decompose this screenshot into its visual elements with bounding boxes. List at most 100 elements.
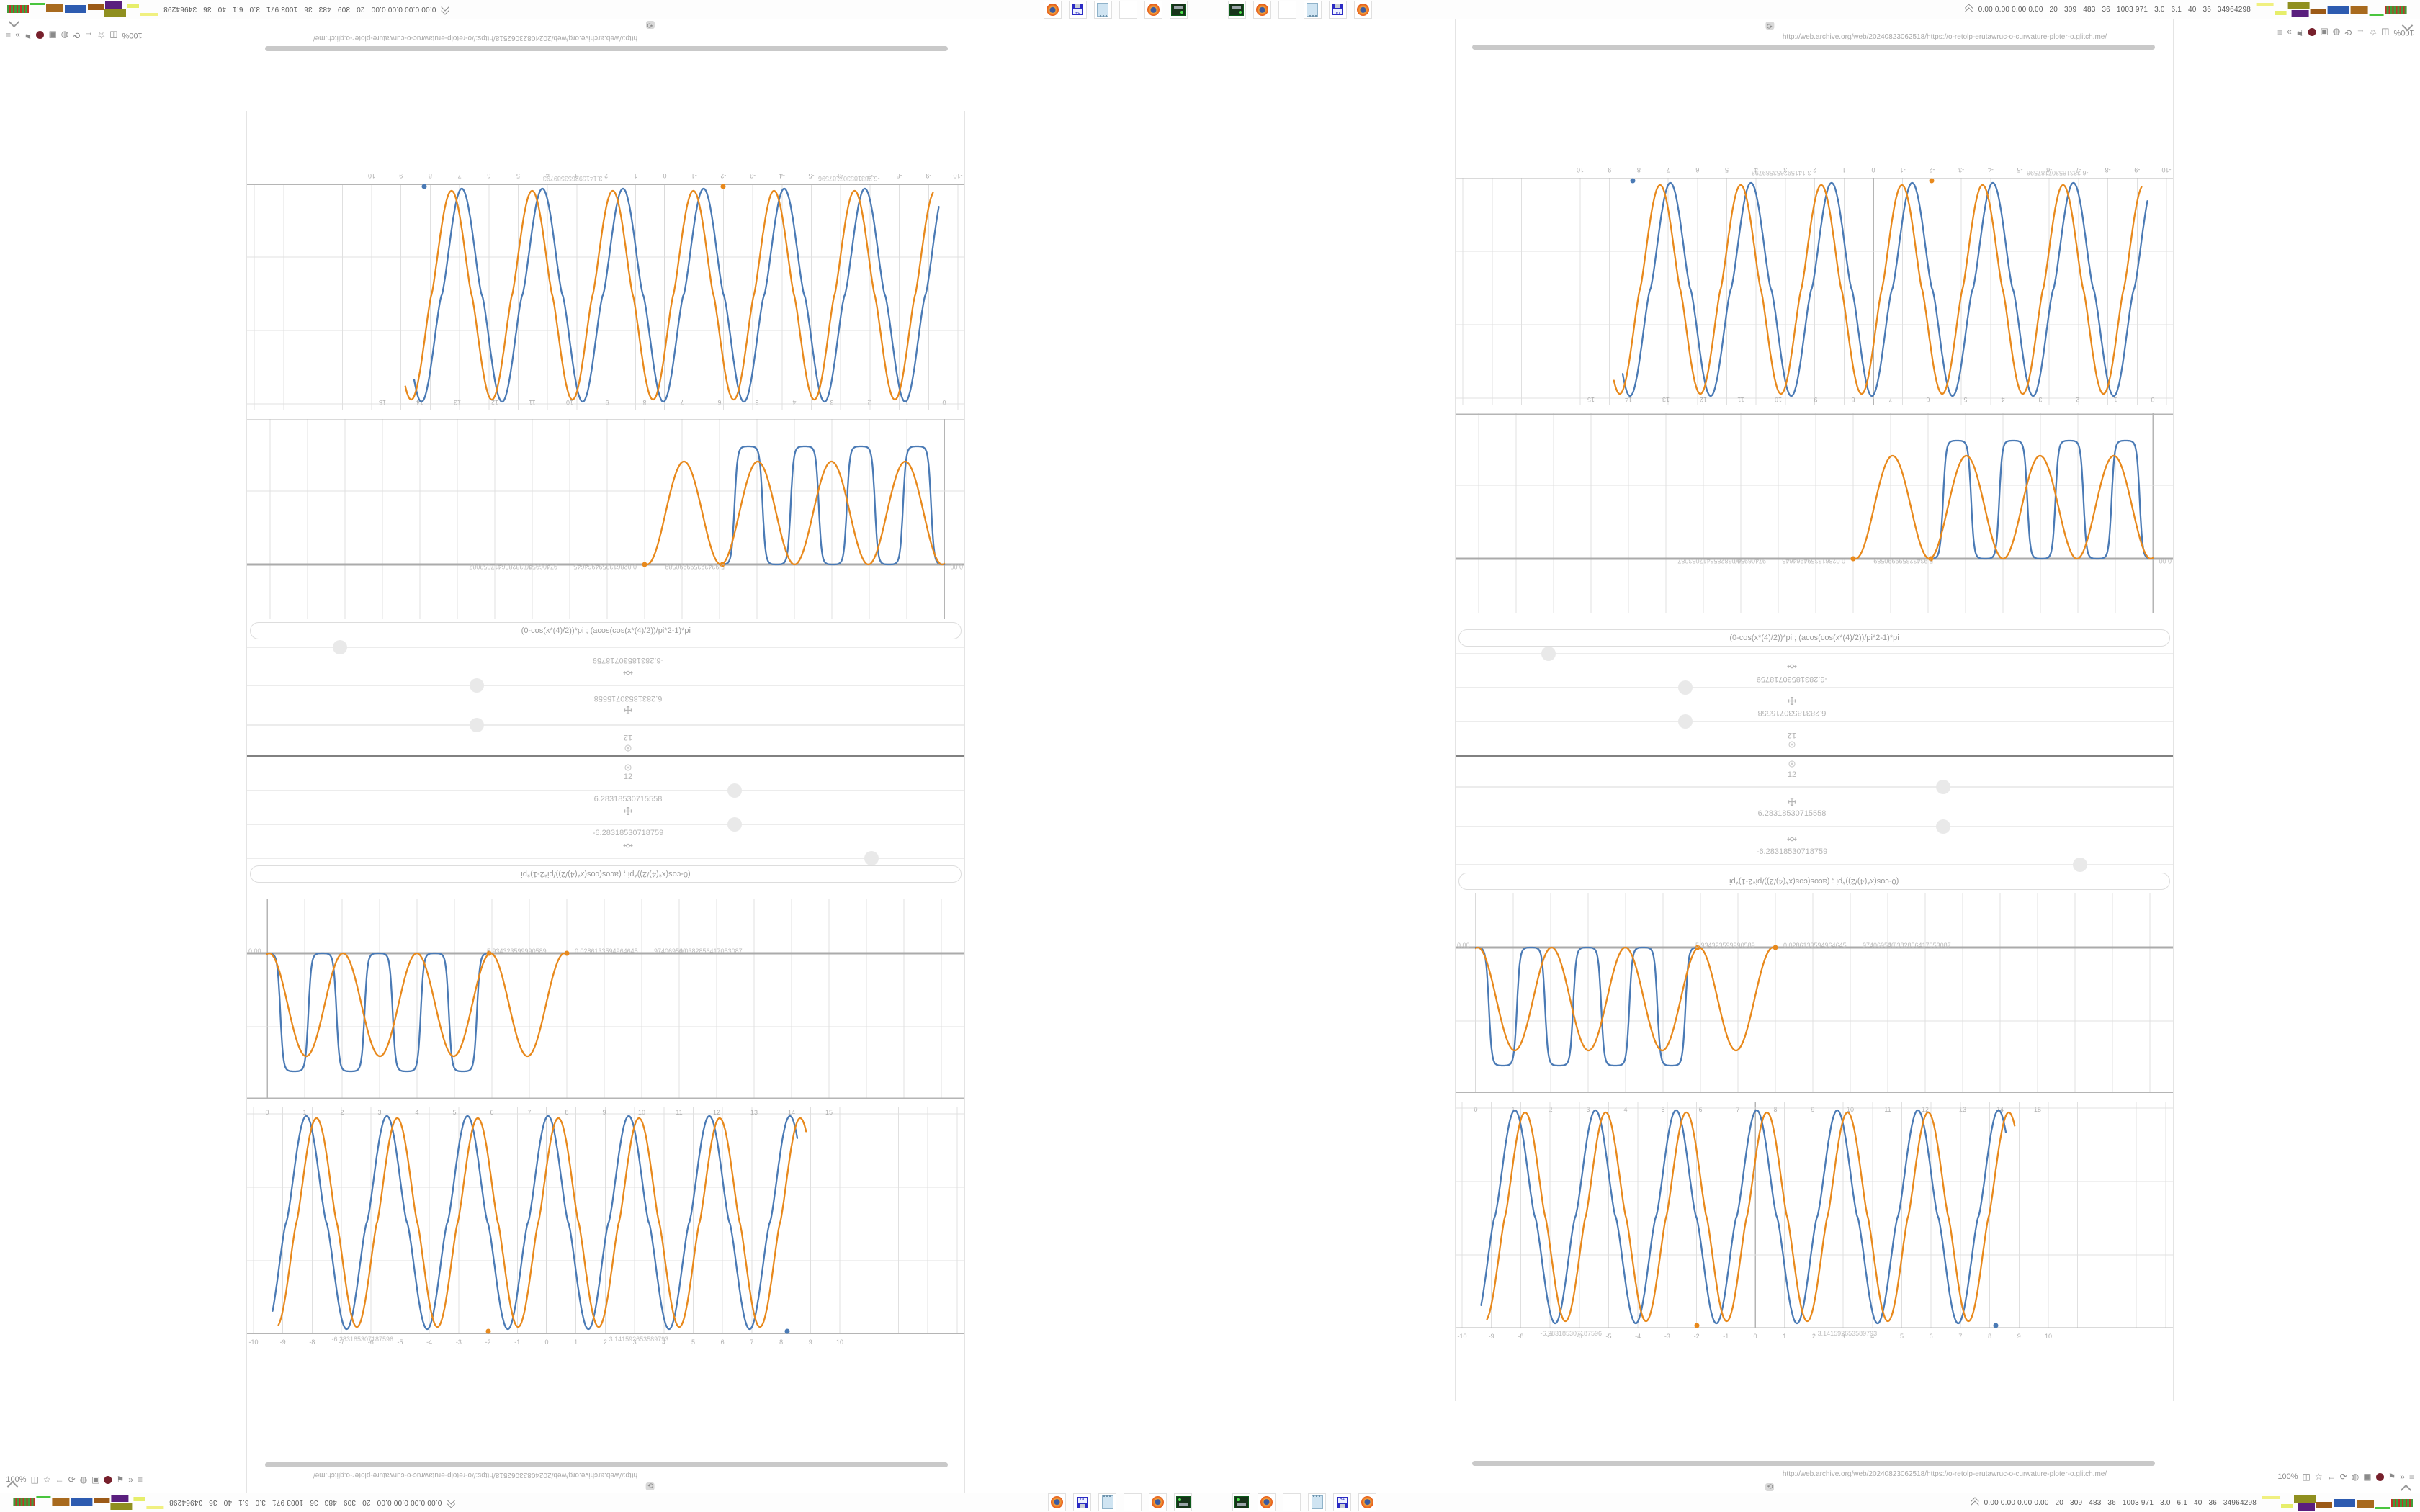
globe-icon[interactable]: ◍: [2333, 27, 2341, 37]
dock-icon-calculator[interactable]: [1124, 1493, 1142, 1511]
dock-icon-floppy[interactable]: ra: [1329, 1, 1347, 19]
dock-icon-drive[interactable]: [1174, 1493, 1192, 1511]
dock-icon-floppy[interactable]: 64: [1333, 1493, 1351, 1511]
slider-track[interactable]: [247, 851, 964, 865]
slider-thumb[interactable]: [727, 817, 743, 832]
back-icon[interactable]: ←: [2356, 27, 2365, 37]
graph-panel-d[interactable]: [1456, 1102, 2173, 1328]
zoom-level[interactable]: 100%: [122, 31, 143, 40]
menu-icon[interactable]: ≡: [2408, 1472, 2414, 1482]
slider-track[interactable]: [247, 783, 964, 798]
menu-icon[interactable]: ≡: [2277, 27, 2283, 37]
container-icon[interactable]: ▣: [2320, 27, 2329, 37]
dock-icon-drive[interactable]: [1228, 1, 1246, 19]
dock-icon-drive[interactable]: [1170, 1, 1188, 19]
back-icon[interactable]: ←: [2326, 1472, 2336, 1482]
star-icon[interactable]: ☆: [2369, 27, 2378, 37]
graph-panel-b[interactable]: 0.00 5.934323599990589 0.0286133594964645 9…: [247, 899, 964, 1099]
globe-icon[interactable]: ◍: [2351, 1472, 2360, 1482]
move-drag-icon[interactable]: [1788, 798, 1796, 806]
slider-thumb[interactable]: [2072, 858, 2087, 872]
slider-track[interactable]: [247, 678, 964, 693]
archive-url-top[interactable]: http://web.archive.org/web/2024082306251…: [1782, 33, 2107, 41]
dock-icon-calculator[interactable]: [1283, 1493, 1301, 1511]
collapse-chevron-icon[interactable]: [1970, 1497, 1979, 1509]
menu-icon[interactable]: ≡: [6, 30, 12, 40]
reader-icon[interactable]: ◫: [30, 1475, 39, 1485]
container-icon[interactable]: ▣: [91, 1475, 100, 1485]
dock-icon-firefox[interactable]: [1258, 1493, 1276, 1511]
dock-icon-calculator[interactable]: [1278, 1, 1296, 19]
dock-icon-notepad[interactable]: [1094, 1, 1112, 19]
reader-icon[interactable]: ◫: [109, 30, 118, 40]
flag-icon[interactable]: ⚑: [116, 1475, 124, 1485]
zoom-level[interactable]: 100%: [2277, 1472, 2298, 1481]
slider-track[interactable]: [1456, 858, 2173, 872]
scroll-chevron-icon[interactable]: [2400, 1484, 2412, 1493]
slider-thumb[interactable]: [864, 851, 879, 865]
slider-track[interactable]: [1456, 819, 2173, 834]
slider-track[interactable]: [247, 640, 964, 654]
hsl-drag-icon[interactable]: [623, 842, 633, 849]
dock-icon-firefox[interactable]: [1358, 1493, 1376, 1511]
slider-thumb[interactable]: [469, 678, 484, 693]
slider-thumb[interactable]: [1936, 819, 1951, 834]
dock-icon-floppy[interactable]: ra: [1073, 1493, 1091, 1511]
slider-thumb[interactable]: [1936, 780, 1951, 794]
hsl-drag-icon[interactable]: [1787, 663, 1797, 670]
slider-thumb[interactable]: [727, 783, 743, 798]
flag-icon[interactable]: ⚑: [2296, 27, 2304, 37]
refresh-icon[interactable]: ⟳: [2339, 1472, 2347, 1482]
move-drag-icon[interactable]: [1788, 697, 1796, 705]
mask-extension-icon[interactable]: [2375, 1472, 2384, 1481]
dock-icon-firefox[interactable]: [1149, 1493, 1167, 1511]
collapse-chevron-icon[interactable]: [447, 1496, 456, 1508]
refresh-icon[interactable]: ⟳: [68, 1475, 76, 1485]
slider-track[interactable]: [247, 817, 964, 832]
dock-icon-firefox[interactable]: [1048, 1493, 1066, 1511]
formula-input[interactable]: (0-cos(x*(4)/2))*pi ; (acos(cos(x*(4)/2)…: [1458, 629, 2170, 647]
flag-icon[interactable]: ⚑: [24, 30, 32, 40]
star-icon[interactable]: ☆: [2314, 1472, 2323, 1482]
dock-icon-notepad[interactable]: [1304, 1, 1322, 19]
dot-drag-icon[interactable]: [1788, 760, 1796, 768]
slider-thumb[interactable]: [1677, 714, 1693, 729]
dock-icon-drive[interactable]: [1232, 1493, 1250, 1511]
collapse-chevron-icon[interactable]: [1964, 4, 1973, 16]
slider-track[interactable]: [247, 718, 964, 732]
chevrons-icon[interactable]: »: [127, 1475, 133, 1485]
back-icon[interactable]: ←: [84, 30, 94, 40]
slider-thumb[interactable]: [333, 640, 348, 654]
flag-icon[interactable]: ⚑: [2388, 1472, 2396, 1482]
container-icon[interactable]: ▣: [48, 30, 57, 40]
slider-thumb[interactable]: [469, 718, 484, 732]
move-drag-icon[interactable]: [624, 807, 632, 815]
back-icon[interactable]: ←: [55, 1475, 64, 1485]
globe-icon[interactable]: ◍: [79, 1475, 87, 1485]
star-icon[interactable]: ☆: [42, 1475, 51, 1485]
graph-panel-c[interactable]: 0.00 5.934323599990589 0.0286133594964645 9…: [247, 419, 964, 619]
slider-track[interactable]: [1456, 714, 2173, 729]
scroll-chevron-icon[interactable]: [8, 19, 20, 28]
refresh-icon[interactable]: ⟳: [2344, 27, 2352, 37]
slider-track[interactable]: [1456, 680, 2173, 695]
dot-drag-icon[interactable]: [624, 764, 632, 771]
refresh-icon[interactable]: ⟳: [73, 30, 81, 40]
mask-extension-icon[interactable]: [104, 1475, 112, 1484]
slider-thumb[interactable]: [1541, 647, 1556, 661]
graph-panel-b[interactable]: 0.00 5.934323599990589 0.0286133594964645 9…: [1456, 413, 2173, 613]
graph-panel-a[interactable]: [1456, 178, 2173, 405]
mask-extension-icon[interactable]: [2308, 28, 2316, 37]
dock-icon-notepad[interactable]: [1098, 1493, 1116, 1511]
address-url[interactable]: http://web.archive.org/web/2024082306251…: [313, 34, 638, 42]
reader-icon[interactable]: ◫: [2302, 1472, 2311, 1482]
chevrons-icon[interactable]: »: [15, 30, 20, 40]
graph-panel-a[interactable]: [247, 1107, 964, 1334]
dock-icon-firefox[interactable]: [1354, 1, 1372, 19]
formula-input-flipped[interactable]: (0-cos(x*(4)/2))*pi ; (acos(cos(x*(4)/2)…: [1458, 873, 2170, 890]
address-url[interactable]: http://web.archive.org/web/2024082306251…: [1782, 1470, 2107, 1478]
star-icon[interactable]: ☆: [97, 30, 106, 40]
dock-icon-firefox[interactable]: [1253, 1, 1271, 19]
move-drag-icon[interactable]: [624, 706, 632, 714]
collapse-chevron-icon[interactable]: [441, 3, 450, 15]
